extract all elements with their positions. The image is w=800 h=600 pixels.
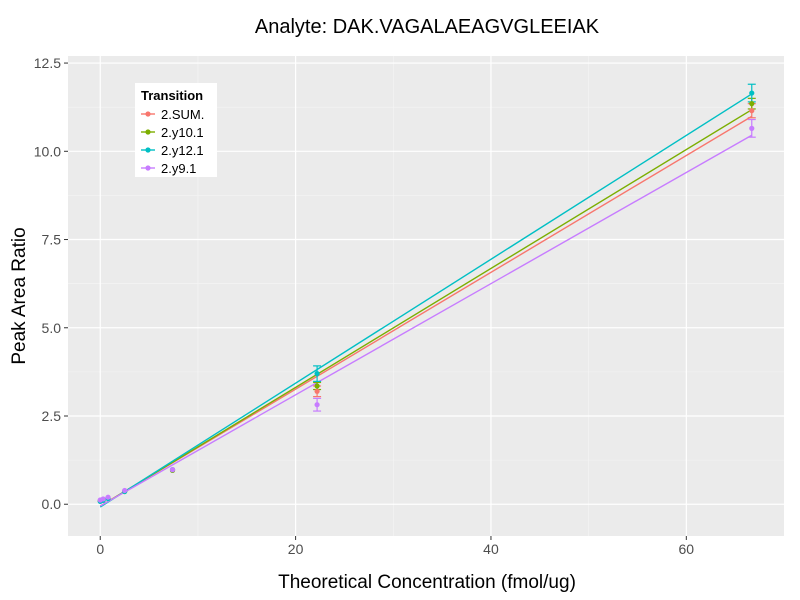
data-points [97, 90, 755, 505]
grid-major [68, 56, 784, 536]
chart-title: Analyte: DAK.VAGALAEAGVGLEEIAK [255, 16, 600, 38]
legend-key-point [145, 147, 151, 153]
y-tick-label: 2.5 [42, 408, 62, 424]
y-tick-label: 0.0 [42, 496, 62, 512]
data-point [100, 496, 106, 502]
y-axis: 0.0 2.5 5.0 7.5 10.0 12.5 [34, 55, 68, 512]
x-axis-title: Theoretical Concentration (fmol/ug) [278, 572, 576, 593]
legend-label: 2.y12.1 [161, 143, 204, 158]
data-point [122, 487, 128, 494]
y-tick-label: 10.0 [34, 143, 61, 159]
y-tick-label: 12.5 [34, 55, 61, 71]
x-tick-label: 60 [679, 541, 695, 557]
x-tick-label: 20 [288, 541, 304, 557]
data-point [749, 90, 755, 96]
error-bars [313, 83, 756, 412]
data-point [314, 388, 320, 394]
legend-label: 2.SUM. [161, 107, 204, 122]
data-point [169, 467, 176, 473]
data-point [749, 125, 755, 131]
legend-items: 2.SUM. 2.y10.1 2.y12.1 2.y9.1 [141, 107, 204, 176]
y-tick-label: 7.5 [42, 232, 62, 248]
fit-line [99, 115, 753, 507]
legend-label: 2.y10.1 [161, 125, 204, 140]
y-axis-title: Peak Area Ratio [9, 227, 30, 364]
x-tick-label: 40 [483, 541, 499, 557]
data-point [105, 494, 111, 500]
legend-key-point [145, 111, 151, 117]
legend-key-point [145, 165, 151, 171]
fit-lines [99, 93, 753, 508]
fit-line [99, 93, 753, 508]
y-tick-label: 5.0 [42, 320, 62, 336]
legend: Transition 2.SUM. 2.y10.1 2.y12.1 2.y9.1 [135, 83, 217, 177]
legend-key-point [145, 129, 151, 135]
data-point [314, 383, 320, 389]
legend-label: 2.y9.1 [161, 161, 196, 176]
data-point [314, 402, 320, 408]
fit-line [99, 134, 753, 507]
data-point [749, 108, 755, 114]
x-tick-label: 0 [96, 541, 104, 557]
data-point [749, 101, 755, 107]
legend-title: Transition [141, 88, 203, 103]
fit-line [99, 109, 753, 507]
x-axis: 0 20 40 60 [96, 536, 694, 557]
data-point [314, 371, 320, 377]
